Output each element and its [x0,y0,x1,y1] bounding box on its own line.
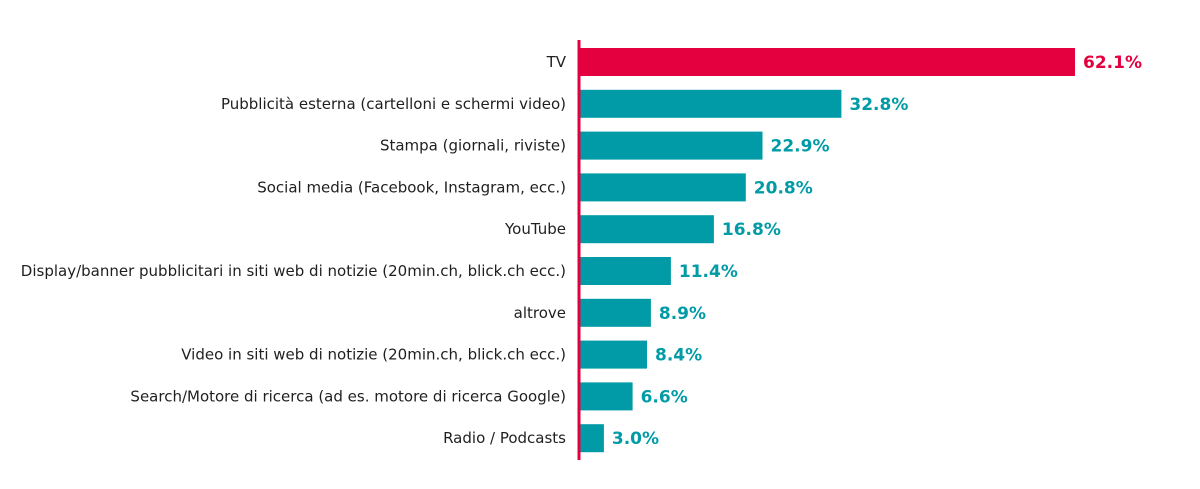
bar-1 [580,89,842,118]
category-label-7: Video in siti web di notizie (20min.ch, … [181,346,566,364]
category-labels-layer: TV Pubblicità esterna (cartelloni e scher… [21,53,567,447]
bar-7 [580,340,647,369]
category-label-2: Stampa (giornali, riviste) [380,137,566,155]
bar-9 [580,424,604,453]
bar-8 [580,382,633,411]
category-label-4: YouTube [504,220,566,238]
category-label-9: Radio / Podcasts [443,429,566,447]
category-label-3: Social media (Facebook, Instagram, ecc.) [257,178,566,196]
value-label-7: 8.4% [655,346,702,366]
value-label-8: 6.6% [641,387,688,407]
bar-2 [580,131,763,160]
bar-4 [580,215,714,244]
value-label-0: 62.1% [1083,53,1142,73]
category-label-6: altrove [514,304,566,322]
value-label-9: 3.0% [612,429,659,449]
value-label-4: 16.8% [722,220,781,240]
category-label-5: Display/banner pubblicitari in siti web … [21,262,566,280]
category-label-1: Pubblicità esterna (cartelloni e schermi… [221,95,566,113]
value-labels-layer: 62.1% 32.8% 22.9% 20.8% 16.8% 11.4% 8.9% 8.4% 6.… [612,53,1142,449]
bar-3 [580,173,746,202]
value-label-2: 22.9% [771,137,830,157]
bars-layer [580,48,1075,453]
value-label-3: 20.8% [754,178,813,198]
bar-5 [580,257,671,285]
category-label-0: TV [546,53,567,71]
value-label-5: 11.4% [679,262,738,282]
bar-0 [580,48,1075,76]
value-label-1: 32.8% [849,95,908,115]
value-label-6: 8.9% [659,304,706,324]
bar-6 [580,298,651,327]
category-label-8: Search/Motore di ricerca (ad es. motore … [130,387,566,405]
